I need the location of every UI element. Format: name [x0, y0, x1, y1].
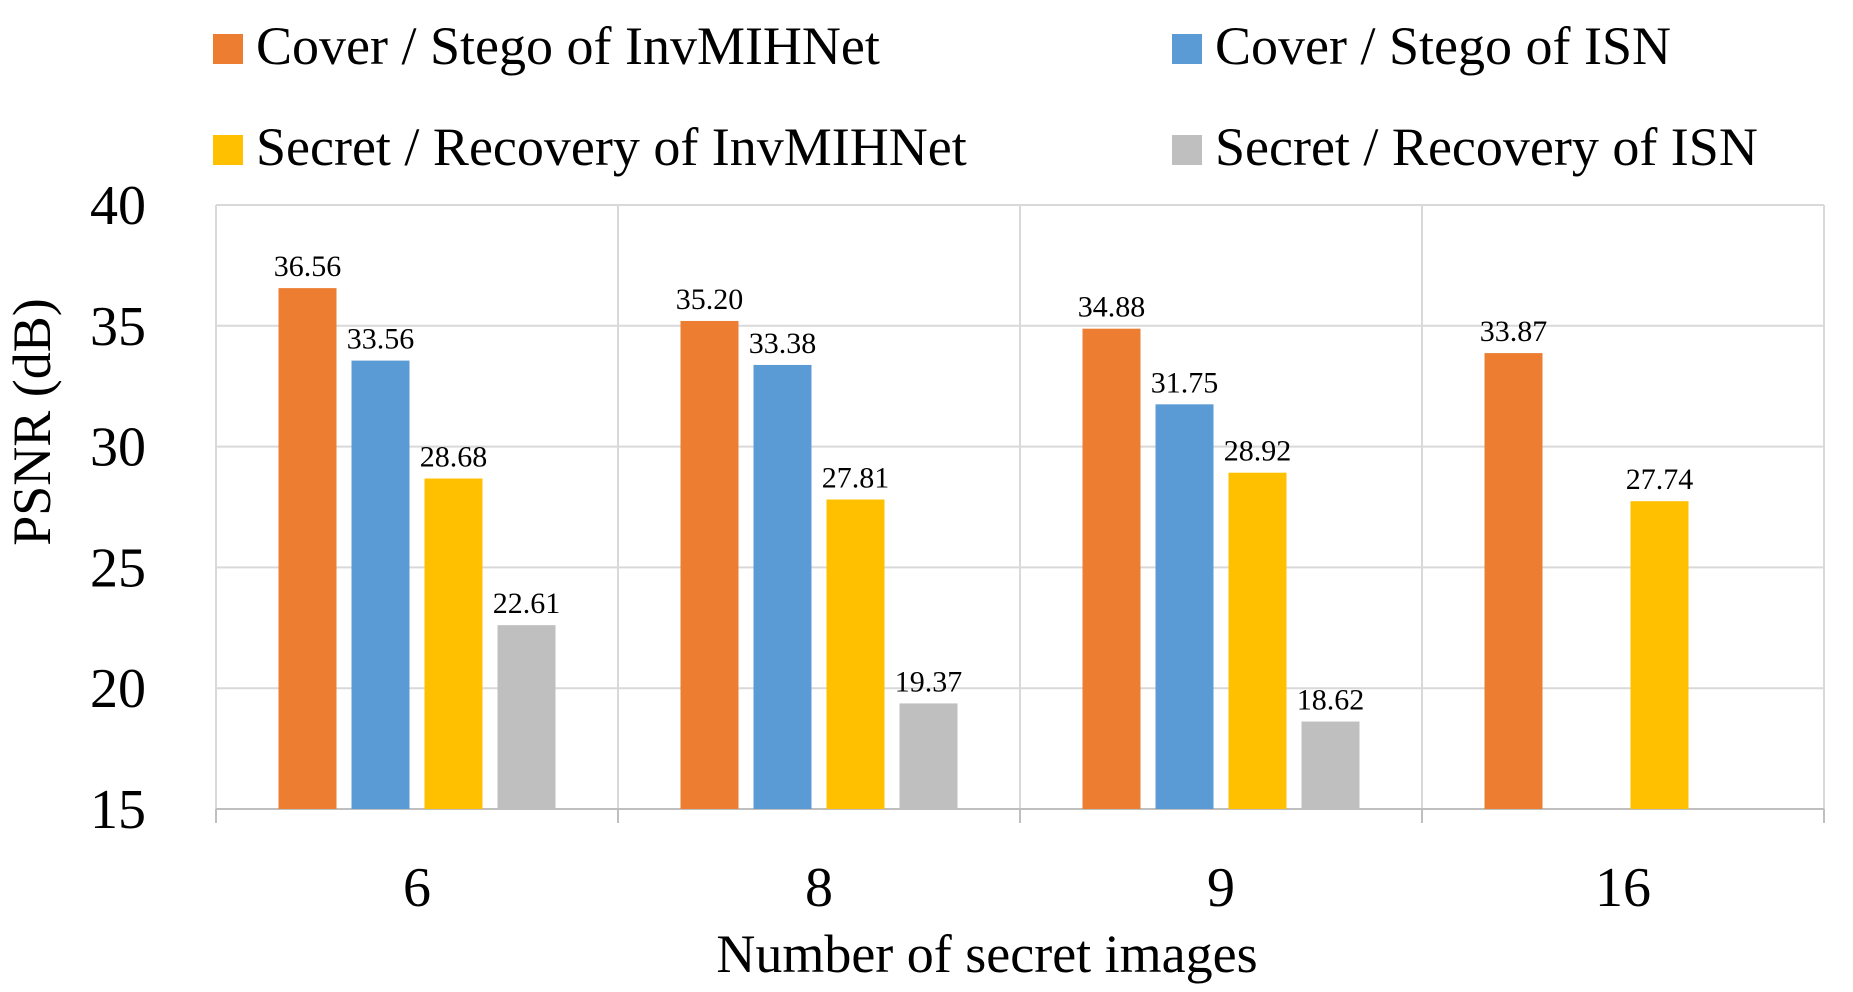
legend-label: Cover / Stego of ISN — [1215, 16, 1671, 76]
x-axis-ticks: 6 8 9 16 — [403, 857, 1651, 919]
legend-swatch — [213, 135, 243, 165]
legend: Cover / Stego of InvMIHNet Cover / Stego … — [213, 16, 1758, 177]
bar-series-1-cat-0 — [351, 360, 410, 809]
bar-series-3-cat-0 — [497, 625, 556, 809]
data-label: 33.38 — [749, 327, 817, 360]
data-label: 28.68 — [420, 440, 488, 473]
legend-label: Secret / Recovery of InvMIHNet — [256, 117, 967, 177]
bar-series-0-cat-0 — [278, 288, 337, 809]
data-label: 22.61 — [493, 587, 561, 620]
bar-series-2-cat-1 — [826, 499, 885, 809]
legend-swatch — [1172, 135, 1202, 165]
data-label: 18.62 — [1297, 684, 1365, 717]
data-label: 27.81 — [822, 462, 890, 495]
data-label: 34.88 — [1078, 291, 1146, 324]
legend-item: Cover / Stego of InvMIHNet — [213, 16, 880, 76]
x-axis-title: Number of secret images — [716, 924, 1257, 984]
bar-series-2-cat-0 — [424, 478, 483, 809]
y-tick-label: 15 — [90, 779, 146, 841]
y-tick-label: 20 — [90, 658, 146, 720]
data-label: 33.87 — [1480, 315, 1548, 348]
legend-label: Secret / Recovery of ISN — [1215, 117, 1758, 177]
legend-item: Secret / Recovery of ISN — [1172, 117, 1758, 177]
y-axis-title: PSNR (dB) — [2, 298, 62, 546]
data-label: 36.56 — [274, 250, 342, 283]
data-label: 35.20 — [676, 283, 744, 316]
y-axis-ticks: 15 20 25 30 35 40 — [90, 175, 146, 841]
data-label: 19.37 — [895, 665, 963, 698]
y-tick-label: 40 — [90, 175, 146, 237]
bars — [278, 288, 1689, 809]
legend-item: Cover / Stego of ISN — [1172, 16, 1671, 76]
legend-label: Cover / Stego of InvMIHNet — [256, 16, 880, 76]
bar-series-0-cat-3 — [1484, 353, 1543, 809]
gridlines — [215, 204, 1825, 823]
legend-item: Secret / Recovery of InvMIHNet — [213, 117, 967, 177]
x-tick-label: 9 — [1207, 857, 1235, 919]
x-tick-label: 8 — [805, 857, 833, 919]
bar-series-0-cat-1 — [680, 320, 739, 809]
bar-series-0-cat-2 — [1082, 328, 1141, 809]
y-tick-label: 35 — [90, 296, 146, 358]
y-tick-label: 25 — [90, 537, 146, 599]
legend-swatch — [213, 34, 243, 64]
bar-series-1-cat-2 — [1155, 404, 1214, 809]
bar-series-3-cat-2 — [1301, 721, 1360, 809]
data-label: 33.56 — [347, 323, 415, 356]
x-tick-label: 6 — [403, 857, 431, 919]
x-tick-label: 16 — [1595, 857, 1651, 919]
bar-series-1-cat-1 — [753, 364, 812, 809]
bar-series-3-cat-1 — [899, 703, 958, 809]
bar-series-2-cat-2 — [1228, 472, 1287, 809]
bar-series-2-cat-3 — [1630, 501, 1689, 809]
data-label: 31.75 — [1151, 366, 1219, 399]
data-label: 27.74 — [1626, 463, 1694, 496]
legend-swatch — [1172, 34, 1202, 64]
y-tick-label: 30 — [90, 417, 146, 479]
data-label: 28.92 — [1224, 435, 1292, 468]
